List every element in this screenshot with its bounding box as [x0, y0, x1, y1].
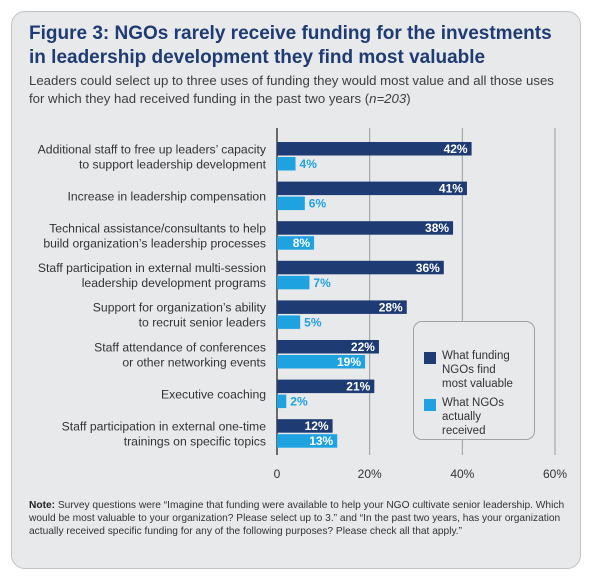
data-label: 38% — [425, 221, 449, 235]
bar-valuable — [277, 142, 472, 156]
bar-received — [277, 236, 315, 250]
data-label: 8% — [293, 236, 311, 250]
data-label: 19% — [337, 355, 361, 369]
category-label: trainings on specific topics — [124, 434, 266, 448]
data-label: 4% — [300, 157, 318, 171]
chart-legend: What funding NGOs find most valuable What … — [413, 321, 535, 440]
data-label: 2% — [290, 395, 308, 409]
data-label: 13% — [309, 434, 333, 448]
data-label: 5% — [304, 315, 322, 329]
category-label: Staff participation in external one-time — [62, 419, 267, 433]
category-label: Additional staff to free up leaders’ cap… — [38, 142, 267, 156]
data-label: 7% — [313, 276, 331, 290]
bar-valuable — [277, 221, 454, 235]
bar-valuable — [277, 300, 407, 314]
note-text: Survey questions were “Imagine that fund… — [29, 500, 565, 537]
category-label: Staff participation in external multi-se… — [38, 261, 266, 275]
legend-swatch-received — [424, 399, 436, 411]
legend-label-received: What NGOs actually received — [442, 397, 504, 437]
data-label: 36% — [416, 261, 440, 275]
category-label: or other networking events — [122, 355, 266, 369]
x-tick-label: 40% — [450, 467, 474, 481]
legend-swatch-valuable — [424, 352, 436, 364]
bar-valuable — [277, 340, 379, 354]
legend-label-valuable: What funding NGOs find most valuable — [442, 350, 513, 390]
bar-received — [277, 434, 338, 448]
data-label: 6% — [309, 197, 327, 211]
category-label: leadership development programs — [82, 276, 266, 290]
x-tick-label: 60% — [543, 467, 567, 481]
category-label: Increase in leadership compensation — [67, 189, 266, 203]
bar-valuable — [277, 181, 467, 196]
bar-received — [277, 275, 310, 290]
x-tick-label: 20% — [358, 467, 382, 481]
bar-valuable — [277, 419, 333, 433]
data-label: 12% — [305, 419, 329, 433]
category-label: to support leadership development — [79, 157, 267, 171]
category-label: to recruit senior leaders — [139, 316, 266, 330]
category-label: Support for organization’s ability — [93, 301, 267, 315]
chart-title: Figure 3: NGOs rarely receive funding fo… — [29, 23, 552, 68]
survey-note: Note: Survey questions were “Imagine tha… — [29, 499, 569, 538]
figure-card: Figure 3: NGOs rarely receive funding fo… — [11, 11, 581, 569]
bar-received — [277, 315, 301, 329]
chart-subtitle: Leaders could select up to three uses of… — [29, 73, 554, 106]
bar-received — [277, 196, 305, 211]
category-label: build organization’s leadership processe… — [43, 236, 266, 250]
category-label: Staff attendance of conferences — [94, 340, 266, 354]
data-label: 42% — [444, 142, 468, 156]
bar-valuable — [277, 379, 375, 394]
category-label: Technical assistance/consultants to help — [49, 221, 266, 235]
data-label: 28% — [379, 300, 403, 314]
bar-received — [277, 157, 296, 171]
x-tick-label: 0 — [274, 467, 281, 481]
data-label: 21% — [346, 380, 370, 394]
bar-received — [277, 355, 366, 369]
data-label: 41% — [439, 182, 463, 196]
chart-subtitle-text: Leaders could select up to three uses of… — [29, 73, 554, 106]
bar-valuable — [277, 260, 444, 275]
sample-size: n=203 — [369, 90, 407, 106]
category-label: Executive coaching — [161, 387, 266, 401]
data-label: 22% — [351, 340, 375, 354]
note-label: Note: — [29, 500, 56, 511]
bar-received — [277, 394, 287, 409]
